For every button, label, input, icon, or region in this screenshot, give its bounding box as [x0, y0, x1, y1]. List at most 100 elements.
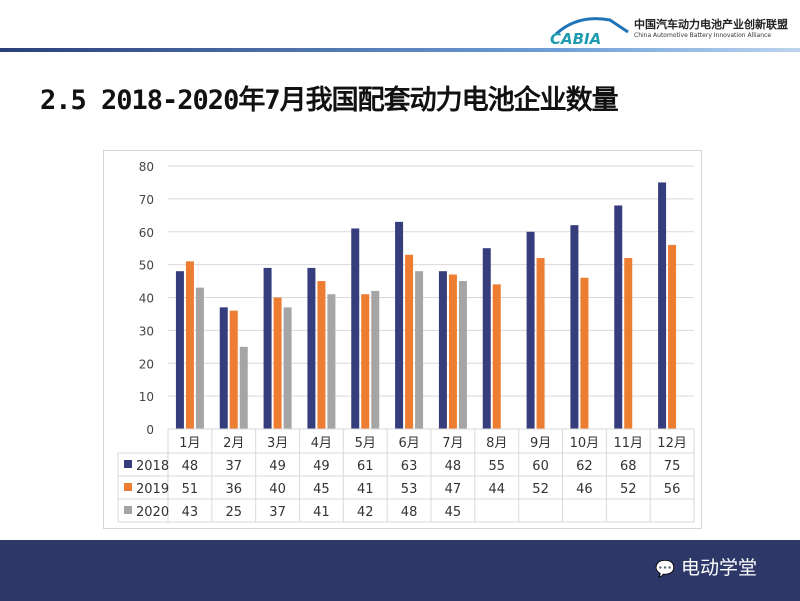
bar-2019: [229, 310, 238, 429]
data-cell: 75: [664, 459, 681, 474]
wechat-icon: 💬: [655, 559, 675, 578]
bar-2020: [195, 287, 204, 429]
bar-2019: [405, 254, 414, 429]
data-cell: 49: [313, 459, 330, 474]
bar-2019: [317, 281, 326, 429]
bar-2019: [536, 258, 545, 429]
y-tick-label: 70: [139, 193, 154, 207]
data-cell: 52: [532, 482, 549, 497]
data-cell: 44: [488, 482, 505, 497]
bar-2019: [492, 284, 501, 429]
data-cell: 48: [401, 505, 418, 520]
y-tick-label: 50: [139, 259, 154, 273]
data-cell: 55: [488, 459, 505, 474]
data-cell: 42: [357, 505, 374, 520]
data-cell: 53: [401, 482, 418, 497]
bar-2018: [482, 248, 491, 429]
data-cell: 37: [225, 459, 242, 474]
legend-swatch: [124, 506, 132, 514]
data-cell: 48: [445, 459, 462, 474]
bar-2018: [614, 205, 623, 429]
y-tick-label: 80: [139, 160, 154, 174]
bar-2020: [283, 307, 292, 429]
header-divider: [0, 48, 800, 52]
legend-swatch: [124, 483, 132, 491]
data-cell: 52: [620, 482, 637, 497]
chart-svg: 0 10 20 30 40 50 60 70 80 1月 2月 3月 4月 5月 6月 7月 8月 9月 10月 11…: [117, 160, 695, 523]
y-tick-label: 60: [139, 226, 154, 240]
footer-band: [0, 540, 800, 601]
y-tick-label: 20: [139, 357, 154, 371]
bar-2018: [395, 221, 404, 429]
bar-2018: [219, 307, 228, 429]
category-label: 1月: [179, 436, 200, 451]
bar-2020: [327, 294, 336, 429]
data-cell: 41: [357, 482, 374, 497]
bar-2020: [415, 271, 424, 429]
bar-2019: [624, 258, 633, 429]
data-cell: 48: [182, 459, 199, 474]
org-name-en: China Automotive Battery Innovation Alli…: [634, 32, 772, 39]
data-cell: 49: [269, 459, 286, 474]
category-label: 9月: [530, 436, 551, 451]
legend-swatch: [124, 460, 132, 468]
data-cell: 63: [401, 459, 418, 474]
category-label: 8月: [486, 436, 507, 451]
category-label: 3月: [267, 436, 288, 451]
bar-2020: [239, 346, 248, 429]
y-tick-label: 40: [139, 292, 154, 306]
data-cell: 60: [532, 459, 549, 474]
data-cell: 37: [269, 505, 286, 520]
data-cell: 62: [576, 459, 593, 474]
category-label: 10月: [570, 436, 600, 451]
bar-2018: [263, 267, 272, 429]
bar-2019: [361, 294, 370, 429]
bar-2019: [580, 277, 589, 429]
watermark: 💬 电动学堂: [655, 553, 757, 580]
data-cell: 45: [313, 482, 330, 497]
data-cell: 43: [182, 505, 199, 520]
bar-2018: [526, 231, 535, 429]
data-cell: 61: [357, 459, 374, 474]
logo-text: CABIA: [550, 30, 601, 46]
data-cell: 47: [445, 482, 462, 497]
data-cell: 51: [182, 482, 199, 497]
data-cell: 41: [313, 505, 330, 520]
bar-2018: [570, 225, 579, 429]
cabia-logo-mark: CABIA: [550, 17, 629, 46]
bar-2019: [273, 297, 282, 429]
legend-label: 2020: [136, 505, 169, 520]
bar-2019: [185, 261, 194, 429]
category-label: 2月: [223, 436, 244, 451]
y-tick-label: 10: [139, 390, 154, 404]
data-cell: 36: [225, 482, 242, 497]
org-name-cn: 中国汽车动力电池产业创新联盟: [634, 18, 788, 31]
bar-2018: [307, 267, 316, 429]
category-label: 7月: [442, 436, 463, 451]
bar-2018: [351, 228, 360, 429]
bar-2019: [668, 244, 677, 429]
category-label: 4月: [311, 436, 332, 451]
y-tick-label: 0: [146, 423, 154, 437]
legend-label: 2018: [136, 459, 169, 474]
legend-label: 2019: [136, 482, 169, 497]
bar-2018: [438, 271, 447, 429]
bar-2020: [458, 281, 467, 429]
data-cell: 46: [576, 482, 593, 497]
data-cell: 68: [620, 459, 637, 474]
category-label: 11月: [613, 436, 643, 451]
data-cell: 56: [664, 482, 681, 497]
y-tick-label: 30: [139, 324, 154, 338]
data-cell: 45: [445, 505, 462, 520]
bar-2018: [658, 182, 667, 429]
category-label: 12月: [657, 436, 687, 451]
bar-2019: [448, 274, 457, 429]
slide-title: 2.5 2018-2020年7月我国配套动力电池企业数量: [40, 85, 619, 116]
chart: 0 10 20 30 40 50 60 70 80 1月 2月 3月 4月 5月 6月 7月 8月 9月 10月 11…: [103, 150, 702, 529]
watermark-text: 电动学堂: [680, 557, 757, 579]
data-cell: 40: [269, 482, 286, 497]
bar-2020: [371, 290, 380, 429]
bar-2018: [175, 271, 184, 429]
category-label: 5月: [355, 436, 376, 451]
cabia-logo: CABIA 中国汽车动力电池产业创新联盟 China Automotive Ba…: [548, 12, 798, 46]
